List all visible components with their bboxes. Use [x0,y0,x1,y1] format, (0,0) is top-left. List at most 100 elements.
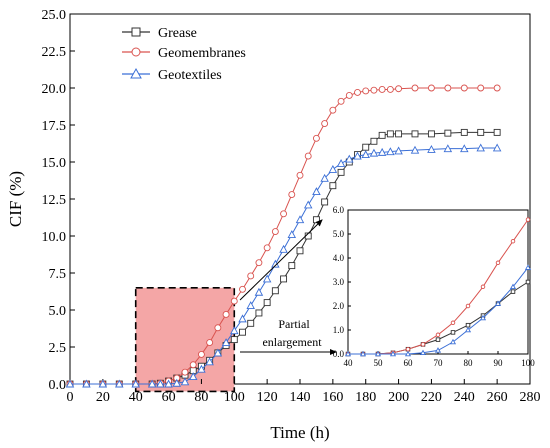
series-point-square [271,287,279,295]
y-tick-label: 7.5 [49,267,67,282]
series-point-circle [460,84,468,92]
x-tick-label: 80 [194,390,208,405]
series-point-triangle [295,215,305,224]
series-point-circle [189,361,197,369]
series-point-circle [450,320,456,326]
series-point-triangle [509,283,517,290]
y-axis-label: CIF (%) [6,171,25,227]
series-point-square [450,330,456,335]
series-point-square [465,322,471,328]
series-point-circle [312,134,320,142]
series-point-triangle [443,144,453,153]
legend-label-geotextiles: Geotextiles [158,68,222,83]
series-point-triangle [180,377,190,386]
legend-item-grease: Grease [122,26,197,41]
series-point-square [460,128,468,136]
series-point-triangle [361,150,370,159]
x-tick-label: 200 [388,390,409,405]
series-point-square [288,262,296,270]
series-point-triangle [65,379,75,388]
legend-item-geotextiles: Geotextiles [122,67,222,83]
series-point-triangle [262,274,272,283]
series-point-square [337,168,345,176]
series-point-square [239,328,246,336]
series-point-triangle [369,148,379,157]
series-point-triangle [386,147,395,156]
series-point-triangle [221,338,231,347]
series-point-triangle [389,350,397,357]
y-tick-label: 3.0 [333,277,345,287]
series-point-circle [386,86,394,93]
series-point-circle [304,152,312,160]
series-point-triangle [98,379,108,388]
series-point-triangle [492,143,502,152]
series-point-triangle [279,244,288,253]
arrow-upper [239,219,323,301]
y-tick-label: 6.0 [333,205,345,215]
series-point-triangle [147,379,157,388]
x-tick-label: 40 [344,358,354,368]
series-point-triangle [374,350,382,357]
x-tick-label: 140 [290,390,311,405]
series-point-triangle [164,379,173,388]
series-point-triangle [460,144,469,153]
y-tick-label: 17.5 [42,119,67,134]
series-point-circle [197,350,205,358]
series-point-square [444,129,452,137]
series-point-triangle [524,264,532,270]
series-point-square [370,137,378,145]
series-point-circle [444,84,452,92]
series-point-square [510,289,516,294]
series-point-circle [405,346,411,352]
series-point-circle [495,260,501,266]
series-point-triangle [205,357,214,366]
x-tick-label: 100 [521,358,535,368]
x-tick-label: 280 [520,390,541,405]
legend: Grease Geomembranes Geotextiles [122,26,246,83]
series-point-triangle [188,372,198,381]
series-point-circle [370,86,378,94]
series-point-circle [420,342,426,347]
series-point-circle [321,120,329,127]
x-tick-label: 220 [421,390,442,405]
series-point-square [525,279,531,285]
series-point-triangle [359,350,367,357]
series-point-triangle [427,144,436,153]
series-point-circle [288,191,296,199]
x-axis-label: Time (h) [270,423,329,442]
x-tick-label: 40 [129,390,143,405]
x-tick-label: 260 [487,390,508,405]
series-point-circle [181,368,189,376]
series-point-triangle [419,349,427,356]
series-point-triangle [246,301,255,310]
x-tick-label: 90 [494,358,504,368]
y-tick-label: 5.0 [333,229,345,239]
y-tick-label: 0.0 [333,349,345,359]
inset-series-group [344,217,532,357]
y-tick-label: 2.0 [333,301,345,311]
series-point-triangle [238,314,247,323]
y-tick-label: 1.0 [333,325,345,335]
legend-item-geomembranes: Geomembranes [122,46,246,61]
series-point-circle [280,210,288,218]
series-point-square [378,131,386,139]
series-point-circle [214,324,222,332]
series-point-triangle [494,300,502,306]
annotation-partial: Partial [278,317,310,331]
series-point-triangle [464,326,472,333]
series-point-triangle [131,379,140,388]
series-point-triangle [449,338,457,345]
series-point-square [230,336,238,344]
highlight-dashed-border [134,286,236,393]
x-tick-label: 100 [224,390,245,405]
series-point-triangle [410,145,420,154]
y-tick-label: 25.0 [42,8,67,23]
y-tick-label: 5.0 [49,304,67,319]
series-point-circle [206,339,214,347]
y-tick-label: 0.0 [49,378,67,393]
series-point-square [427,130,435,138]
series-point-square [255,309,263,317]
series-point-square [296,247,304,255]
series-point-triangle [377,147,387,156]
x-tick-label: 0 [67,390,74,405]
